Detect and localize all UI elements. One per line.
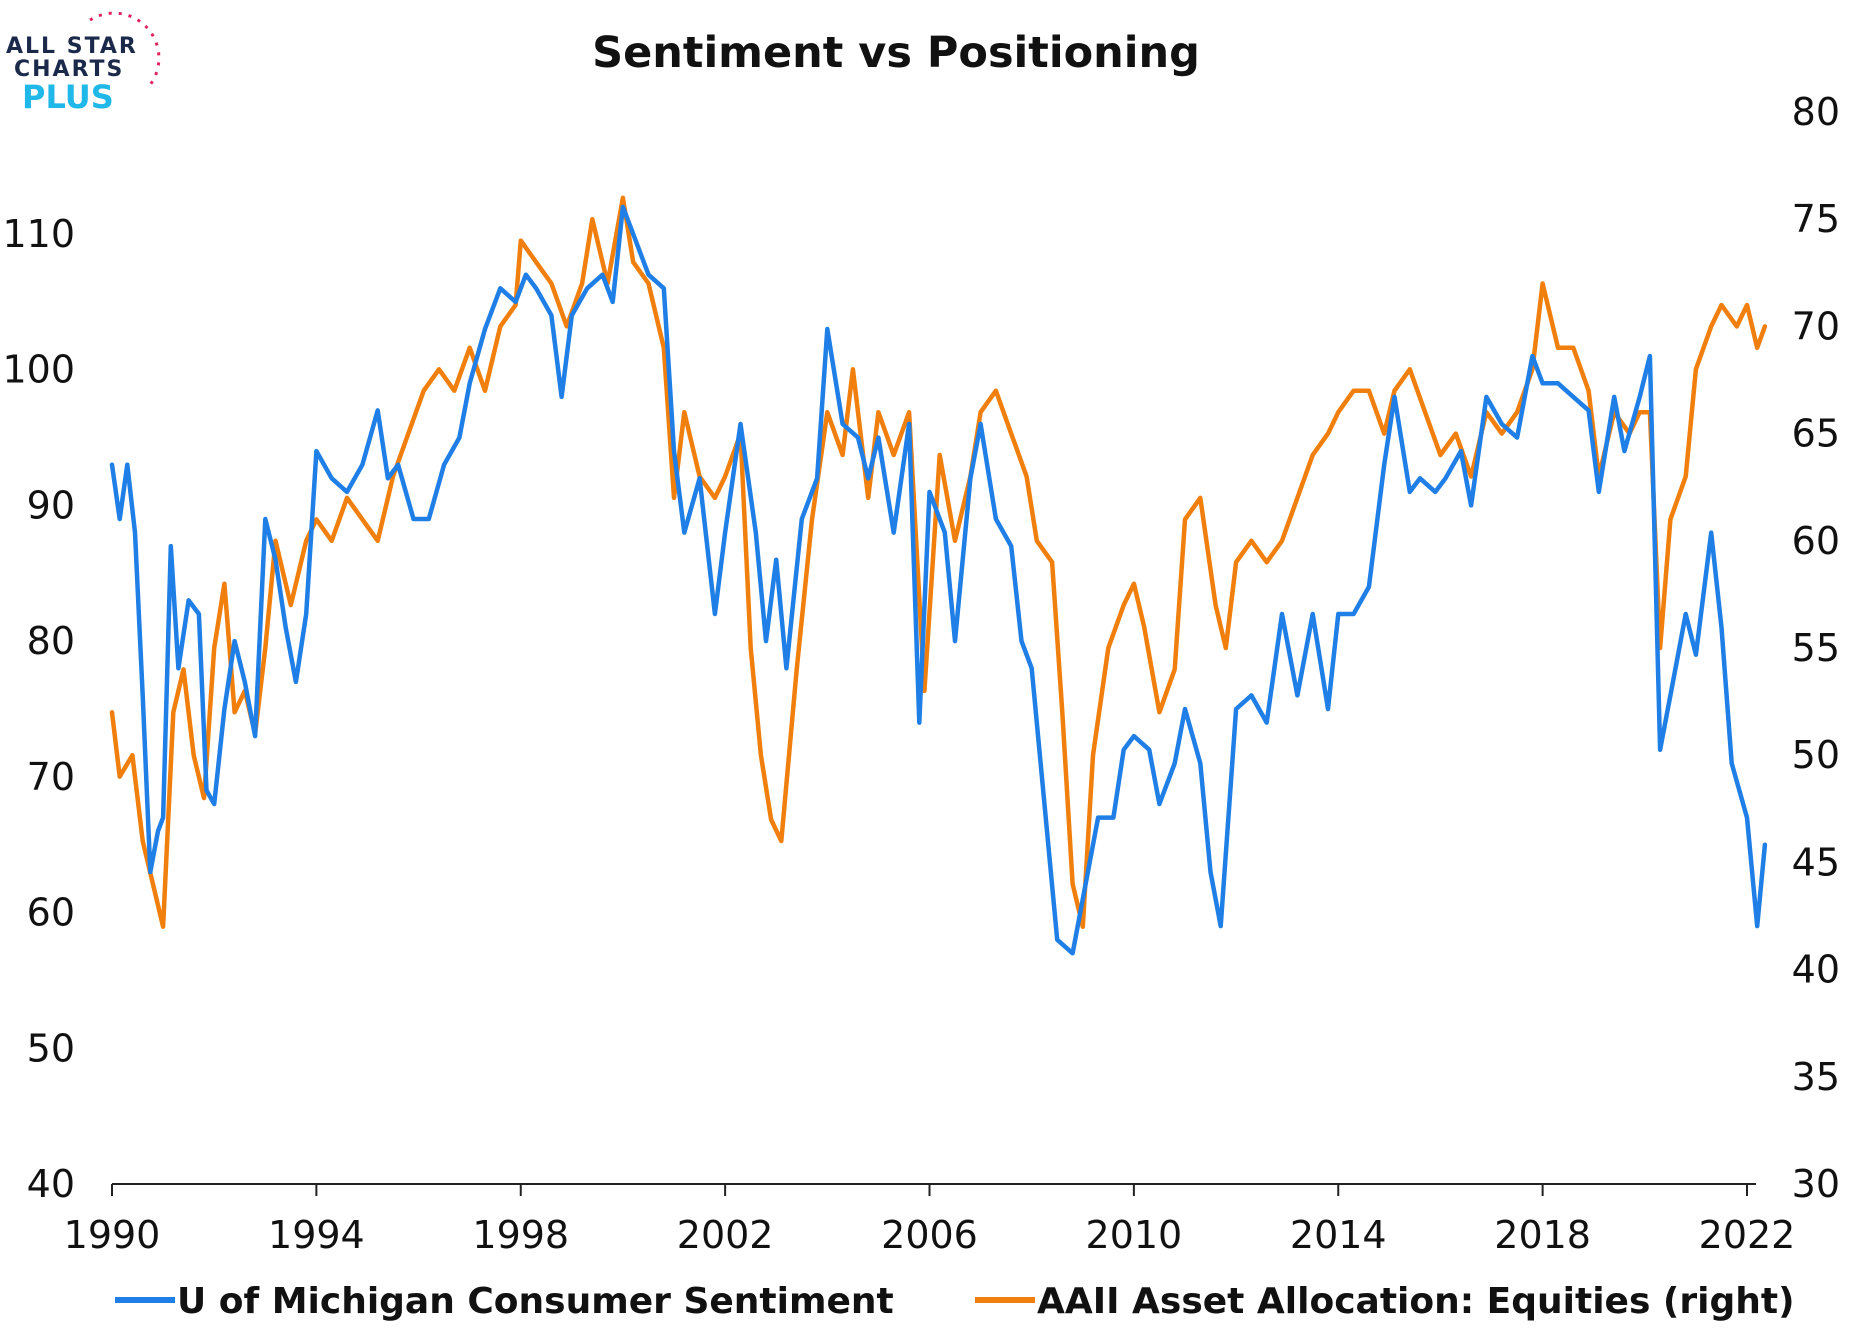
x-tick-label: 2014 (1290, 1213, 1387, 1257)
chart-title: Sentiment vs Positioning (592, 28, 1200, 78)
right-tick-label: 50 (1792, 733, 1840, 777)
right-tick-label: 55 (1792, 626, 1840, 670)
x-tick-label: 2006 (881, 1213, 978, 1257)
x-axis: 1990 1994 1998 2002 2006 2010 2014 2018 2022 (64, 1183, 1796, 1257)
series-line-aaii (109, 195, 1768, 929)
right-tick-label: 75 (1792, 197, 1840, 241)
right-tick-label: 30 (1792, 1162, 1840, 1206)
logo-line1: ALL STAR (6, 34, 138, 59)
right-tick-label: 60 (1792, 519, 1840, 563)
x-tick-label: 1990 (64, 1213, 161, 1257)
left-tick-label: 60 (27, 891, 75, 935)
legend-item-sentiment: U of Michigan Consumer Sentiment (115, 1281, 894, 1322)
logo-star-arc (89, 11, 161, 86)
series-layer (109, 195, 1768, 956)
left-tick-label: 70 (27, 755, 75, 799)
left-tick-label: 90 (27, 483, 75, 527)
logo-line3: PLUS (22, 78, 114, 116)
left-tick-label: 40 (27, 1162, 75, 1206)
x-tick-label: 2018 (1494, 1213, 1591, 1257)
right-tick-label: 45 (1792, 840, 1840, 884)
x-tick-label: 1994 (268, 1213, 365, 1257)
x-tick-label: 1998 (472, 1213, 569, 1257)
left-tick-label: 50 (27, 1026, 75, 1070)
x-tick-label: 2002 (677, 1213, 774, 1257)
legend-item-aaii: AAII Asset Allocation: Equities (right) (975, 1281, 1795, 1322)
left-tick-label: 110 (2, 212, 75, 256)
series-line-sentiment (109, 204, 1768, 956)
legend: U of Michigan Consumer Sentiment AAII Ass… (115, 1281, 1795, 1322)
x-tick-label: 2022 (1699, 1213, 1796, 1257)
left-tick-label: 80 (27, 619, 75, 663)
right-tick-label: 40 (1792, 948, 1840, 992)
left-axis: 40 50 60 70 80 90 100 110 (2, 212, 75, 1206)
right-tick-label: 35 (1792, 1055, 1840, 1099)
left-tick-label: 100 (2, 348, 75, 392)
right-axis: 30 35 40 45 50 55 60 65 70 75 80 (1792, 90, 1840, 1206)
x-tick-label: 2010 (1086, 1213, 1183, 1257)
legend-label: U of Michigan Consumer Sentiment (177, 1281, 894, 1322)
logo-line2: CHARTS (14, 57, 124, 82)
legend-label: AAII Asset Allocation: Equities (right) (1037, 1281, 1795, 1322)
right-tick-label: 70 (1792, 304, 1840, 348)
right-tick-label: 65 (1792, 412, 1840, 456)
right-tick-label: 80 (1792, 90, 1840, 134)
logo: ALL STAR CHARTS PLUS (6, 11, 161, 116)
